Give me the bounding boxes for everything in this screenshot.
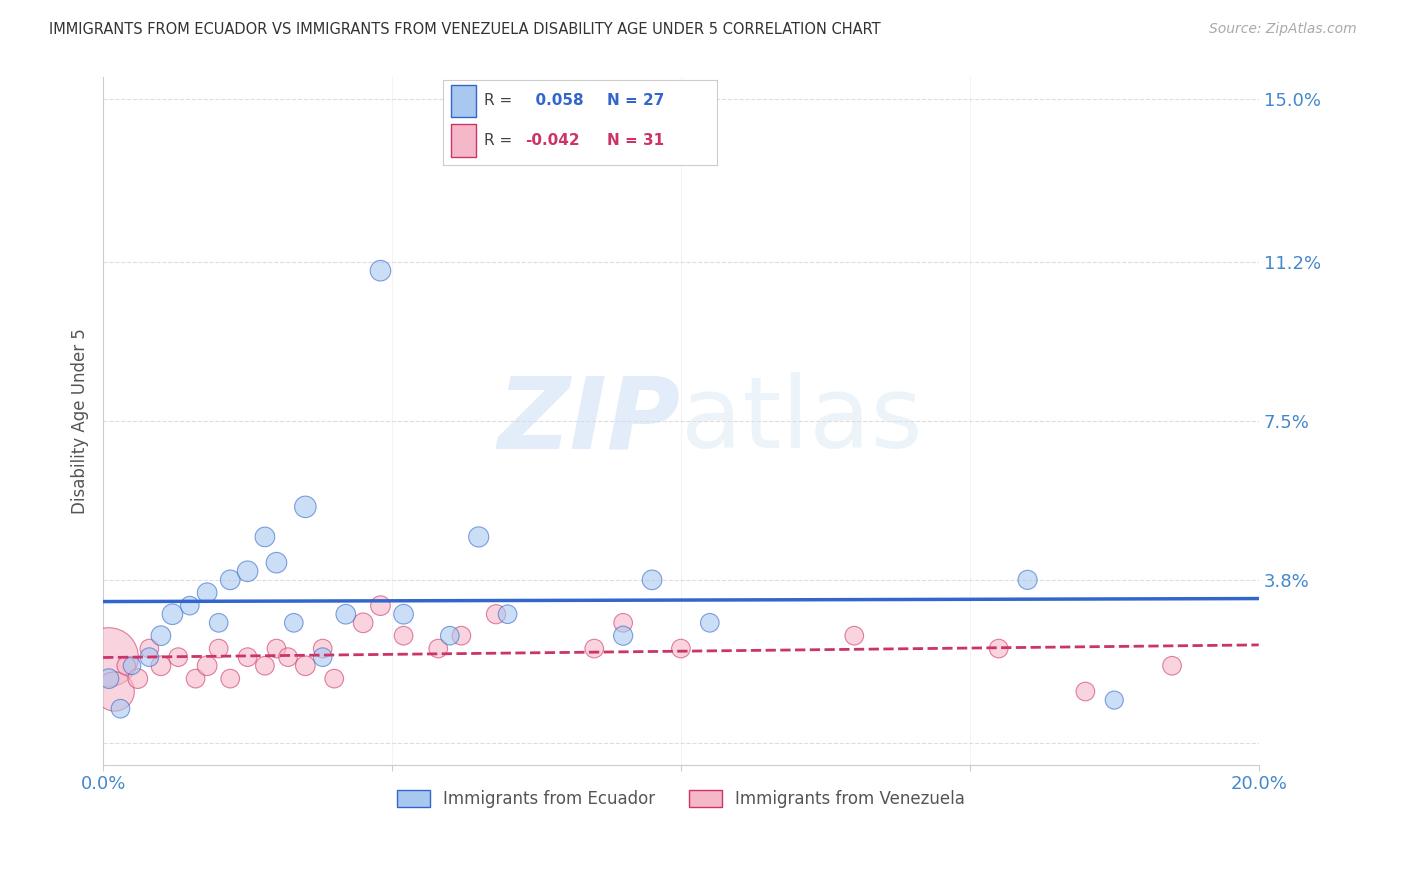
Text: IMMIGRANTS FROM ECUADOR VS IMMIGRANTS FROM VENEZUELA DISABILITY AGE UNDER 5 CORR: IMMIGRANTS FROM ECUADOR VS IMMIGRANTS FR…	[49, 22, 880, 37]
Point	[427, 641, 450, 656]
Point	[312, 650, 335, 665]
FancyBboxPatch shape	[451, 124, 475, 157]
Point	[612, 615, 634, 630]
Point	[392, 607, 415, 622]
Point	[496, 607, 519, 622]
Text: R =: R =	[484, 93, 512, 108]
Point	[97, 672, 120, 686]
Point	[312, 641, 335, 656]
Point	[987, 641, 1010, 656]
Point	[392, 629, 415, 643]
Point	[283, 615, 305, 630]
Point	[179, 599, 201, 613]
Point	[370, 599, 392, 613]
Point	[294, 500, 316, 514]
Point	[208, 641, 231, 656]
Point	[219, 573, 242, 587]
Point	[294, 658, 316, 673]
Point	[699, 615, 721, 630]
FancyBboxPatch shape	[451, 85, 475, 117]
Point	[104, 684, 127, 698]
Point	[253, 658, 276, 673]
Point	[844, 629, 866, 643]
Point	[127, 672, 149, 686]
Point	[195, 586, 218, 600]
Point	[184, 672, 207, 686]
Point	[167, 650, 190, 665]
Text: -0.042: -0.042	[526, 133, 579, 148]
Point	[236, 564, 259, 578]
Point	[149, 629, 172, 643]
Point	[439, 629, 461, 643]
Point	[138, 641, 160, 656]
Text: 0.058: 0.058	[526, 93, 583, 108]
Point	[467, 530, 489, 544]
Point	[162, 607, 184, 622]
Point	[1161, 658, 1184, 673]
Point	[121, 658, 143, 673]
Point	[149, 658, 172, 673]
Point	[583, 641, 606, 656]
Text: R =: R =	[484, 133, 512, 148]
Point	[266, 556, 288, 570]
Point	[253, 530, 276, 544]
Text: Source: ZipAtlas.com: Source: ZipAtlas.com	[1209, 22, 1357, 37]
Point	[208, 615, 231, 630]
Point	[352, 615, 374, 630]
Point	[1074, 684, 1097, 698]
Point	[370, 263, 392, 277]
Point	[115, 658, 138, 673]
Point	[485, 607, 508, 622]
Legend: Immigrants from Ecuador, Immigrants from Venezuela: Immigrants from Ecuador, Immigrants from…	[389, 783, 972, 814]
Y-axis label: Disability Age Under 5: Disability Age Under 5	[72, 328, 89, 514]
Text: ZIP: ZIP	[498, 373, 681, 469]
Point	[323, 672, 346, 686]
Point	[669, 641, 692, 656]
Point	[335, 607, 357, 622]
Text: atlas: atlas	[681, 373, 922, 469]
Point	[277, 650, 299, 665]
Point	[219, 672, 242, 686]
Point	[641, 573, 664, 587]
Text: N = 27: N = 27	[607, 93, 665, 108]
Point	[1017, 573, 1039, 587]
Point	[195, 658, 218, 673]
Point	[236, 650, 259, 665]
Point	[266, 641, 288, 656]
Text: N = 31: N = 31	[607, 133, 665, 148]
Point	[97, 650, 120, 665]
Point	[1104, 693, 1126, 707]
Point	[110, 701, 132, 715]
Point	[138, 650, 160, 665]
Point	[450, 629, 472, 643]
Point	[612, 629, 634, 643]
